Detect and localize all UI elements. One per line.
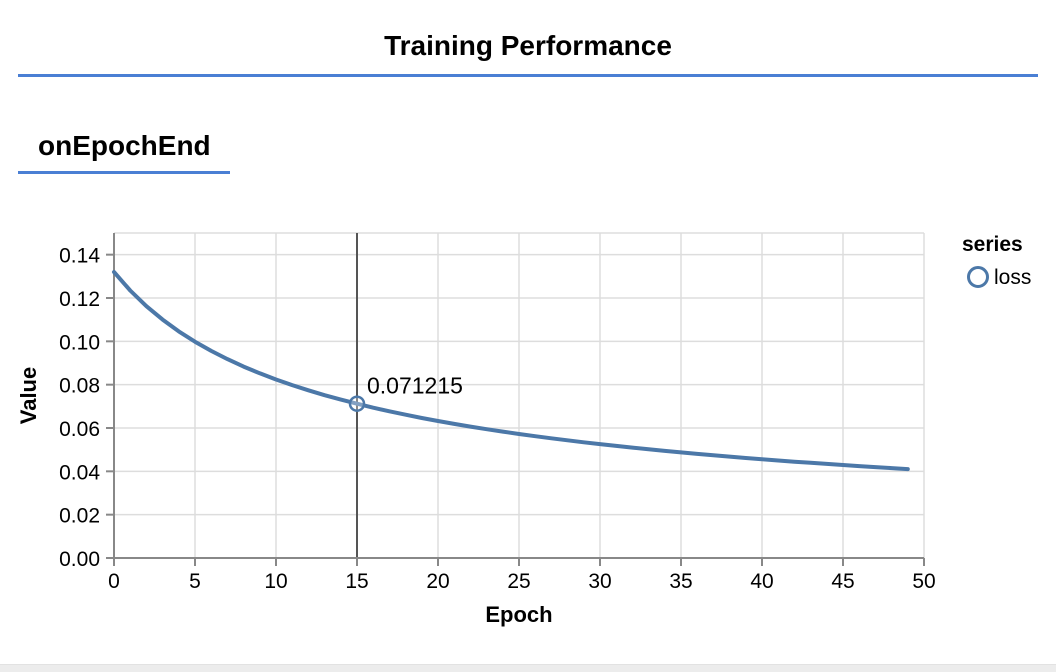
legend: series loss	[962, 233, 1031, 289]
header-divider	[18, 74, 1038, 77]
x-tick-label: 20	[426, 570, 449, 593]
x-tick-label: 30	[588, 570, 611, 593]
hover-value-label: 0.071215	[367, 373, 463, 399]
hover-point-marker	[348, 395, 366, 412]
x-tick-label: 40	[750, 570, 773, 593]
page-bottom-strip	[0, 664, 1056, 672]
axes	[106, 233, 925, 566]
loss-line	[112, 270, 910, 472]
x-tick-label: 50	[912, 570, 935, 593]
x-tick-label: 10	[264, 570, 287, 593]
y-tick-label: 0.12	[59, 288, 100, 311]
y-tick-label: 0.02	[59, 505, 100, 528]
x-axis-title: Epoch	[485, 602, 552, 627]
y-tick-label: 0.06	[59, 418, 100, 441]
x-tick-label: 45	[831, 570, 854, 593]
y-tick-label: 0.00	[59, 548, 100, 571]
gridlines	[113, 232, 925, 559]
x-tick-label: 35	[669, 570, 692, 593]
y-tick-label: 0.10	[59, 331, 100, 354]
x-tick-label: 25	[507, 570, 530, 593]
loss-line-chart[interactable]: 0 5 10 15 20 25 30 35 40 45 50 0.00 0.02 0.04 0.06 0.08…	[0, 225, 1056, 665]
y-axis-title: Value	[16, 367, 41, 424]
legend-symbol-circle-icon	[967, 266, 989, 288]
x-tick-label: 5	[189, 570, 201, 593]
x-tick-label: 0	[108, 570, 120, 593]
y-tick-label: 0.08	[59, 375, 100, 398]
page-title: Training Performance	[384, 30, 672, 61]
section-divider	[18, 171, 230, 174]
section-title: onEpochEnd	[38, 130, 211, 161]
y-tick-label: 0.04	[59, 461, 100, 484]
x-tick-label: 15	[345, 570, 368, 593]
y-tick-label: 0.14	[59, 245, 100, 268]
legend-title: series	[962, 233, 1023, 256]
tick-labels: 0 5 10 15 20 25 30 35 40 45 50 0.00 0.02 0.04 0.06 0.08…	[59, 245, 936, 593]
legend-entry-label: loss	[994, 266, 1031, 289]
